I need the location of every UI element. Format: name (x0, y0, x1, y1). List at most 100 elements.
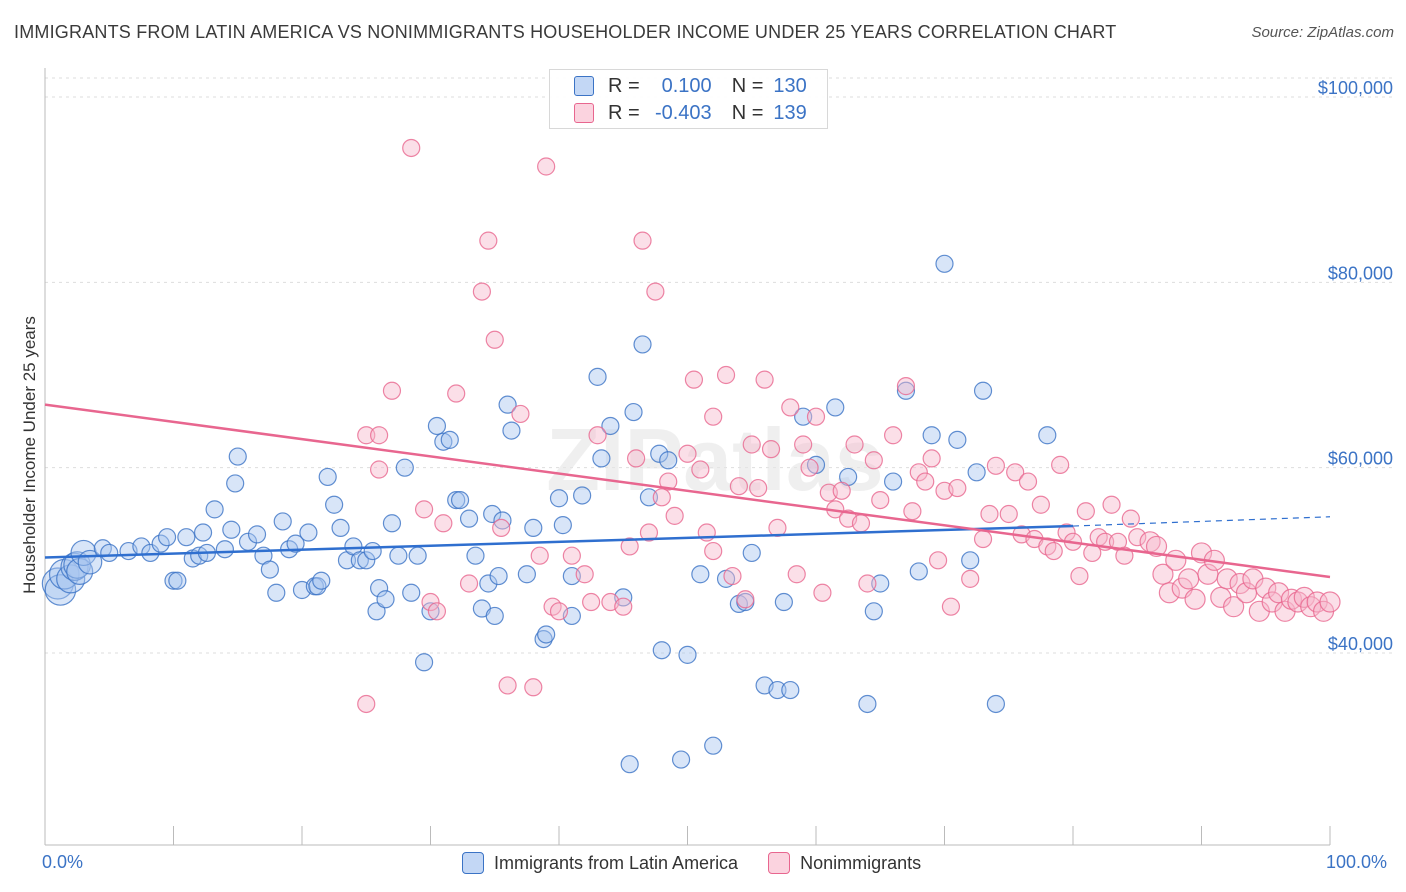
scatter-point (1115, 546, 1134, 565)
scatter-point (427, 416, 447, 436)
scatter-point (986, 694, 1006, 714)
scatter-point (691, 460, 710, 479)
scatter-point (678, 444, 697, 463)
scatter-point (226, 474, 245, 493)
scatter-point (44, 574, 77, 606)
y-tick-labels: $40,000 $60,000 $80,000 $100,000 (1318, 78, 1393, 654)
scatter-point (1267, 582, 1290, 604)
scatter-point (755, 370, 774, 389)
scatter-point (601, 416, 620, 436)
gridlines (45, 77, 1395, 654)
scatter-point (447, 384, 466, 403)
scatter-point (973, 381, 993, 400)
scatter-point (267, 583, 286, 602)
scatter-point (350, 551, 369, 570)
scatter-point (524, 678, 543, 697)
scatter-point (787, 565, 806, 584)
scatter-point (1006, 463, 1025, 482)
scatter-point (761, 440, 781, 459)
scatter-point (896, 377, 916, 396)
scatter-point (549, 489, 569, 508)
scatter-point (427, 602, 447, 621)
trend-line-nonimmigrants (44, 403, 1331, 579)
scatter-point (864, 451, 883, 470)
scatter-point (1145, 535, 1168, 558)
scatter-point (639, 488, 659, 507)
scatter-point (357, 551, 376, 570)
scatter-point (1121, 509, 1140, 528)
scatter-point (485, 330, 504, 349)
trend-line-immigrants-extension (1072, 516, 1331, 527)
scatter-point (948, 478, 967, 498)
scatter-point (537, 625, 556, 644)
series-immigrants-points (41, 254, 1057, 774)
scatter-point (922, 449, 941, 468)
scatter-point (193, 523, 213, 542)
scatter-point (1018, 472, 1038, 491)
scatter-point (736, 590, 755, 609)
scatter-point (573, 486, 592, 505)
scatter-point (459, 574, 479, 593)
scatter-point (479, 231, 498, 250)
scatter-point (794, 435, 813, 454)
legend-swatch-pink (768, 852, 791, 874)
scatter-point (620, 537, 639, 556)
legend-swatch-pink (574, 103, 594, 123)
scatter-point (530, 546, 549, 565)
legend-item-immigrants[interactable]: Immigrants from Latin America (462, 852, 738, 874)
scatter-point (205, 500, 224, 519)
scatter-point (553, 516, 572, 535)
scatter-point (935, 254, 954, 273)
scatter-point (1031, 495, 1050, 514)
x-tick-label-end: 100.0% (1326, 852, 1388, 872)
scatter-point (177, 528, 196, 547)
r-label: R = (608, 74, 640, 97)
scatter-point (639, 523, 659, 542)
n-label: N = (731, 101, 764, 124)
scatter-point (402, 583, 421, 602)
scatter-point (704, 407, 723, 426)
legend-item-nonimmigrants[interactable]: Nonimmigrants (768, 852, 921, 874)
scatter-point (864, 602, 883, 621)
scatter-point (1044, 541, 1063, 561)
scatter-point (325, 495, 344, 514)
scatter-point (1070, 566, 1089, 586)
n-value: 130 (773, 74, 807, 97)
stats-row-immigrants: R = 0.100 N = 130 (550, 73, 807, 99)
scatter-point (228, 447, 247, 466)
scatter-point (562, 546, 581, 565)
scatter-point (549, 602, 569, 621)
scatter-point (716, 365, 736, 385)
scatter-point (832, 481, 851, 500)
scatter-point (704, 736, 723, 755)
scatter-point (851, 514, 871, 533)
scatter-point (389, 546, 408, 565)
scatter-point (742, 435, 761, 454)
legend-swatch-blue (462, 852, 484, 874)
scatter-point (826, 398, 845, 417)
scatter-point (749, 478, 768, 498)
scatter-point (260, 560, 279, 579)
scatter-point (498, 395, 517, 414)
scatter-point (1102, 495, 1121, 514)
scatter-point (896, 381, 916, 400)
scatter-point (1152, 563, 1174, 585)
scatter-point (620, 755, 639, 774)
scatter-point (472, 282, 491, 301)
scatter-point (646, 282, 665, 301)
y-axis-label: Householder Income Under 25 years (20, 316, 39, 594)
scatter-point (100, 543, 119, 563)
scatter-point (928, 551, 948, 570)
scatter-point (980, 504, 999, 524)
scatter-point (922, 426, 941, 445)
scatter-point (588, 367, 607, 386)
scatter-point (447, 491, 466, 510)
scatter-point (871, 491, 890, 510)
scatter-point (883, 426, 903, 445)
scatter-point (376, 590, 395, 609)
series-nonimmigrants-points (357, 138, 1341, 714)
scatter-point (168, 571, 187, 590)
scatter-point (858, 694, 877, 714)
scatter-point (633, 231, 652, 250)
legend-label: Immigrants from Latin America (494, 852, 739, 873)
